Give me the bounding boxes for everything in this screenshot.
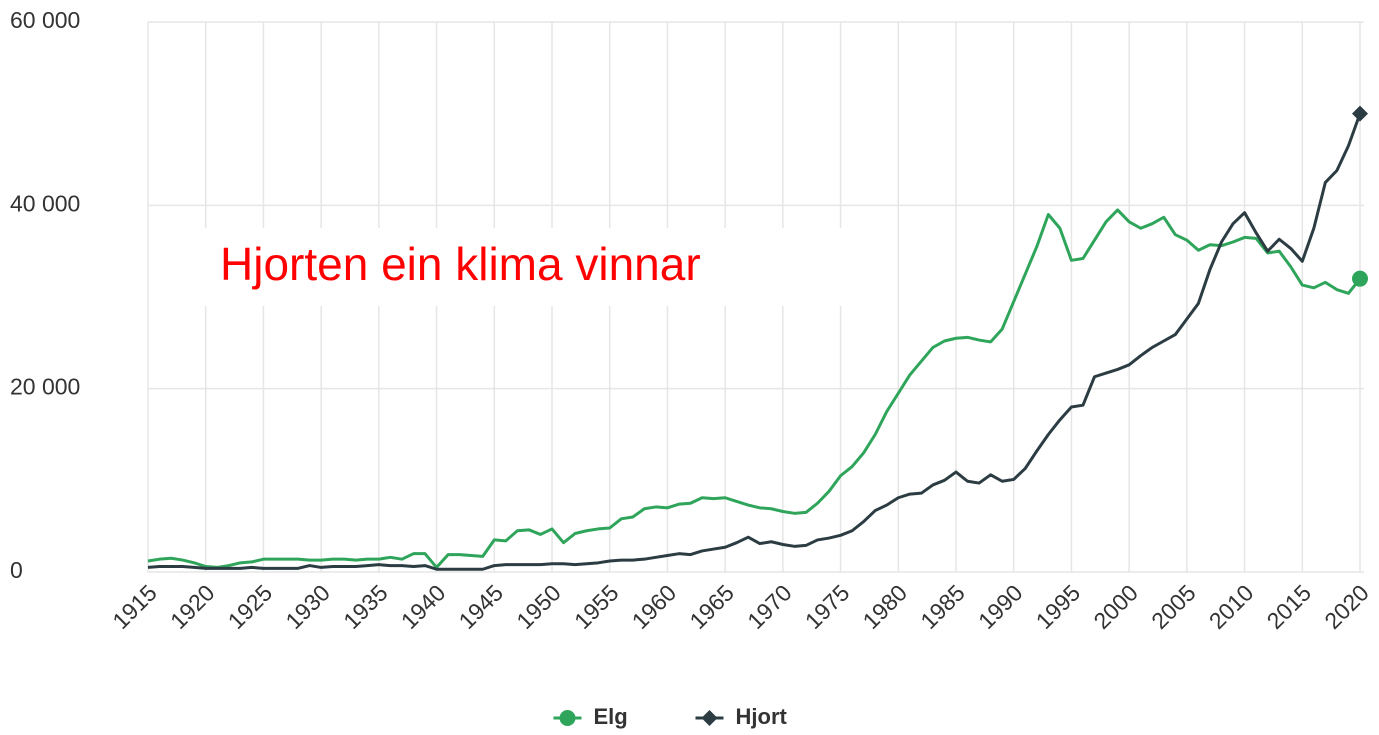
x-tick-label: 2000 [1088, 579, 1143, 634]
x-tick-label: 2010 [1204, 579, 1259, 634]
annotation-text: Hjorten ein klima vinnar [220, 238, 701, 290]
x-tick-label: 2015 [1262, 579, 1317, 634]
x-tick-label: 1970 [742, 579, 797, 634]
x-tick-label: 1980 [858, 579, 913, 634]
x-tick-label: 1935 [338, 579, 393, 634]
x-tick-label: 1985 [915, 579, 970, 634]
x-tick-label: 1955 [569, 579, 624, 634]
y-tick-label: 40 000 [10, 190, 80, 216]
legend-marker [701, 710, 718, 726]
legend-label: Elg [594, 704, 628, 729]
series-line [147, 208, 1362, 569]
x-tick-label: 1990 [973, 579, 1028, 634]
series-line [147, 113, 1362, 571]
annotation: Hjorten ein klima vinnar [205, 228, 845, 306]
x-tick-label: 2005 [1146, 579, 1201, 634]
y-tick-label: 0 [10, 557, 23, 583]
x-tick-label: 1950 [511, 579, 566, 634]
legend-item: Hjort [695, 704, 788, 729]
x-tick-label: 2020 [1319, 579, 1374, 634]
annotation-bg [205, 228, 845, 306]
x-tick-label: 1940 [396, 579, 451, 634]
x-tick-label: 1930 [280, 579, 335, 634]
x-tick-label: 1915 [107, 579, 162, 634]
x-tick-label: 1995 [1031, 579, 1086, 634]
x-tick-label: 1965 [684, 579, 739, 634]
x-tick-label: 1975 [800, 579, 855, 634]
end-marker [1352, 105, 1368, 122]
end-marker [1352, 270, 1368, 287]
legend-marker [559, 710, 576, 726]
x-tick-label: 1945 [454, 579, 509, 634]
legend-item: Elg [553, 704, 628, 729]
x-tick-label: 1960 [627, 579, 682, 634]
legend-label: Hjort [736, 704, 788, 729]
y-tick-label: 20 000 [10, 374, 80, 400]
x-tick-label: 1920 [165, 579, 220, 634]
x-tick-label: 1925 [223, 579, 278, 634]
y-tick-label: 60 000 [10, 7, 80, 33]
